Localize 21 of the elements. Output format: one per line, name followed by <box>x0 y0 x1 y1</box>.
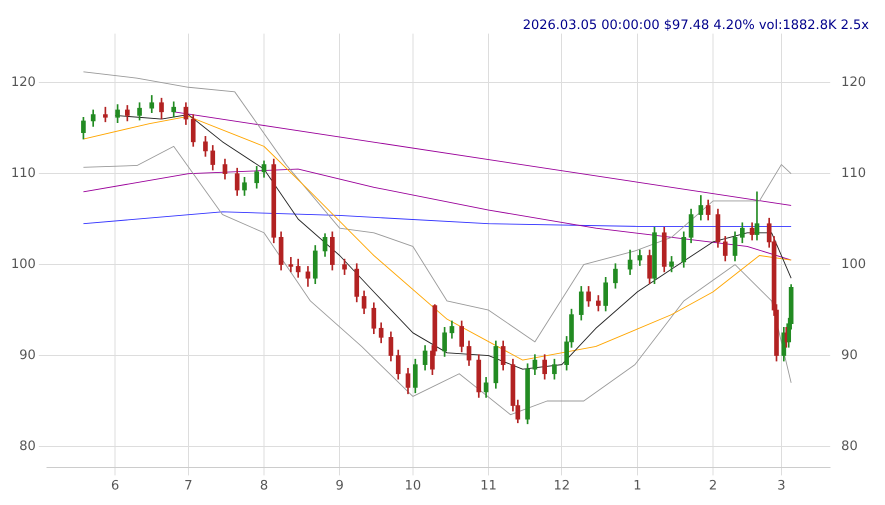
chart-title: 2026.03.05 00:00:00 $97.48 4.20% vol:1882.8K 2.5x <box>522 18 870 34</box>
y-tick-label: 120 <box>10 75 36 90</box>
x-tick-label: 8 <box>260 478 268 494</box>
y2-tick-label: 80 <box>841 438 858 454</box>
x-tick-label: 1 <box>633 478 642 494</box>
y-tick-label: 80 <box>19 438 36 454</box>
y2-tick-label: 110 <box>841 166 866 182</box>
x-tick-label: 7 <box>184 478 192 494</box>
y-tick-label: 110 <box>10 166 36 182</box>
x-tick-label: 10 <box>404 478 422 494</box>
y-tick-label: 100 <box>10 256 36 272</box>
y2-tick-label: 90 <box>841 348 858 363</box>
x-tick-label: 2 <box>708 478 718 494</box>
y2-tick-label: 120 <box>841 75 866 90</box>
x-tick-label: 11 <box>480 478 497 494</box>
x-tick-label: 12 <box>553 478 570 494</box>
x-tick-label: 6 <box>111 478 120 494</box>
x-tick-label: 9 <box>336 478 344 494</box>
y-tick-label: 90 <box>19 348 36 363</box>
y2-tick-label: 100 <box>841 256 866 272</box>
x-tick-label: 3 <box>777 478 786 494</box>
